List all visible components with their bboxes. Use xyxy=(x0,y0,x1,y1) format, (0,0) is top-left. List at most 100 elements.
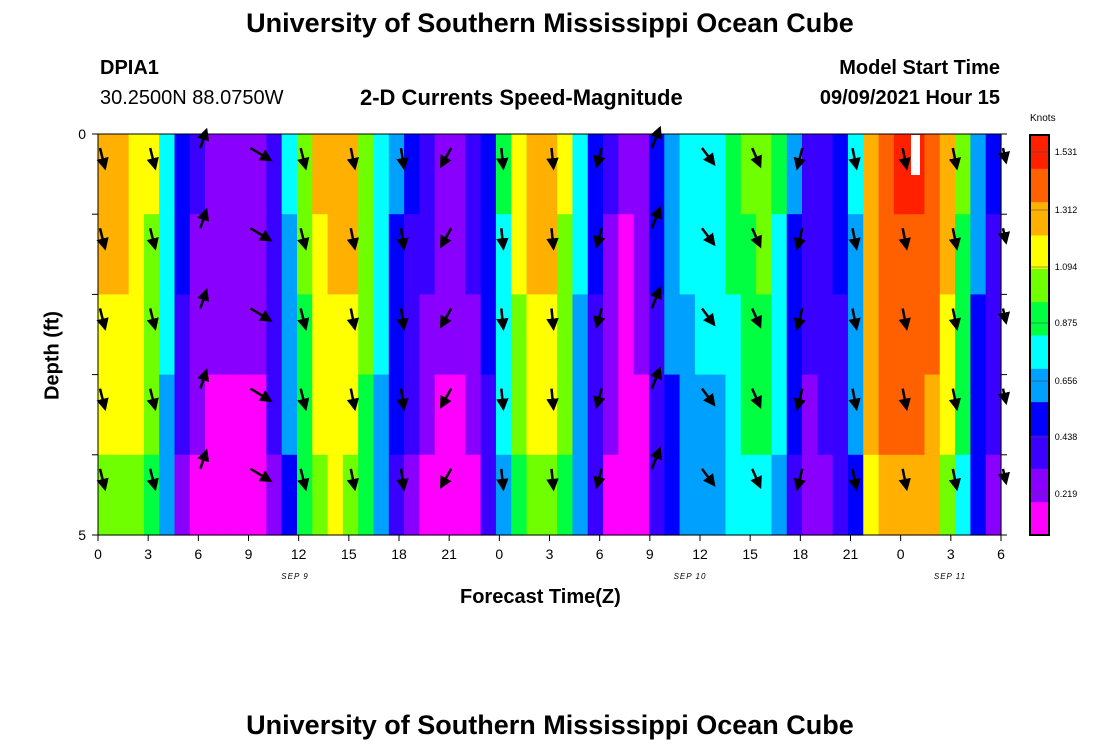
heatmap-cell xyxy=(771,294,788,376)
heatmap-cell xyxy=(832,294,849,376)
heatmap-cell xyxy=(220,454,237,536)
heatmap-cell xyxy=(281,454,298,536)
colorbar-segment xyxy=(1030,401,1049,436)
current-vector xyxy=(146,388,159,412)
station-coordinates: 30.2500N 88.0750W xyxy=(100,87,284,109)
heatmap-cell xyxy=(694,214,711,295)
heatmap-cell xyxy=(955,134,971,215)
heatmap-cell xyxy=(450,294,466,376)
current-vector xyxy=(948,388,962,412)
heatmap-cell xyxy=(480,454,497,536)
heatmap-cell xyxy=(235,374,252,456)
heatmap-cell xyxy=(159,214,176,295)
current-vector xyxy=(848,228,861,251)
heatmap-cell xyxy=(587,214,604,295)
heatmap-cell xyxy=(970,294,987,376)
current-vector xyxy=(997,388,1011,406)
current-vector xyxy=(750,307,762,329)
heatmap-cell xyxy=(985,134,1002,215)
heatmap-cell xyxy=(786,214,803,295)
heatmap-cell xyxy=(235,294,252,376)
heatmap-cell xyxy=(404,454,421,536)
current-vector xyxy=(146,468,159,492)
colorbar-tick-label: 0.656 xyxy=(1055,376,1078,386)
colorbar-segment xyxy=(1030,168,1049,203)
heatmap-cell xyxy=(495,214,512,295)
current-vector xyxy=(898,468,911,492)
heatmap-cell xyxy=(924,214,941,295)
current-vector xyxy=(249,467,273,483)
heatmap-cell xyxy=(786,374,803,456)
heatmap-cell xyxy=(128,374,145,456)
heatmap-cell xyxy=(557,294,574,376)
heatmap-cell xyxy=(786,134,803,215)
heatmap-cell xyxy=(220,374,237,456)
current-vector xyxy=(346,388,360,412)
heatmap-cell xyxy=(419,374,436,456)
heatmap-cell xyxy=(450,214,466,295)
heatmap-cell xyxy=(434,454,451,536)
heatmap-cell xyxy=(756,214,773,295)
heatmap-cell xyxy=(220,134,237,215)
colorbar-frame xyxy=(1029,134,1050,536)
heatmap-cell xyxy=(327,454,344,536)
heatmap-cell xyxy=(526,454,543,536)
heatmap-cell xyxy=(924,374,941,456)
heatmap-cell xyxy=(312,294,329,376)
current-vector xyxy=(197,368,210,390)
heatmap-cell xyxy=(113,374,130,456)
heatmap-cell xyxy=(511,294,528,376)
current-vector xyxy=(396,147,409,171)
heatmap-cell xyxy=(98,374,114,456)
heatmap-cell xyxy=(633,134,650,215)
heatmap-cell xyxy=(603,134,619,215)
heatmap-cell xyxy=(863,294,880,376)
heatmap-cells xyxy=(98,134,1002,536)
heatmap-cell xyxy=(113,294,130,376)
heatmap-cell xyxy=(863,374,880,456)
heatmap-cell xyxy=(909,214,926,295)
heatmap-cell xyxy=(205,214,222,295)
current-vector xyxy=(793,227,806,251)
heatmap-cell xyxy=(373,454,390,536)
heatmap-cell xyxy=(878,214,895,295)
heatmap-cell xyxy=(511,134,528,215)
current-vector xyxy=(297,388,310,412)
heatmap-cell xyxy=(633,454,650,536)
current-vector xyxy=(249,227,273,242)
heatmap-cell xyxy=(358,134,375,215)
heatmap-cell xyxy=(557,214,574,295)
current-vector xyxy=(593,468,606,490)
heatmap-cell xyxy=(587,374,604,456)
heatmap-cell xyxy=(756,134,773,215)
current-vector xyxy=(249,146,273,162)
current-vector xyxy=(701,387,716,407)
heatmap-cell xyxy=(419,134,436,215)
x-tick-label: 9 xyxy=(646,546,654,562)
colorbar-tick-label: 0.438 xyxy=(1055,432,1078,442)
heatmap-cell xyxy=(572,294,589,376)
heatmap-cell xyxy=(802,454,818,536)
heatmap-cell xyxy=(434,294,451,376)
heatmap-cell xyxy=(251,294,267,376)
heatmap-cell xyxy=(557,134,574,215)
heatmap-cell xyxy=(373,134,390,215)
current-vector xyxy=(197,448,210,470)
heatmap-cell xyxy=(817,374,834,456)
current-vector xyxy=(701,147,716,167)
heatmap-cell xyxy=(740,134,757,215)
x-tick-label: 3 xyxy=(144,546,152,562)
heatmap-cell xyxy=(143,294,160,376)
heatmap-cell xyxy=(725,214,742,295)
heatmap-cell xyxy=(541,374,558,456)
heatmap-cell xyxy=(740,374,757,456)
heatmap-cell xyxy=(159,134,176,215)
heatmap-cell xyxy=(587,134,604,215)
heatmap-cell xyxy=(251,214,267,295)
current-vector xyxy=(249,307,273,322)
heatmap-cell xyxy=(633,214,650,295)
heatmap-cell xyxy=(878,374,895,456)
colorbar-tick-label: 1.531 xyxy=(1055,147,1078,157)
heatmap-cell xyxy=(832,134,849,215)
colorbar-segment xyxy=(1030,235,1049,269)
